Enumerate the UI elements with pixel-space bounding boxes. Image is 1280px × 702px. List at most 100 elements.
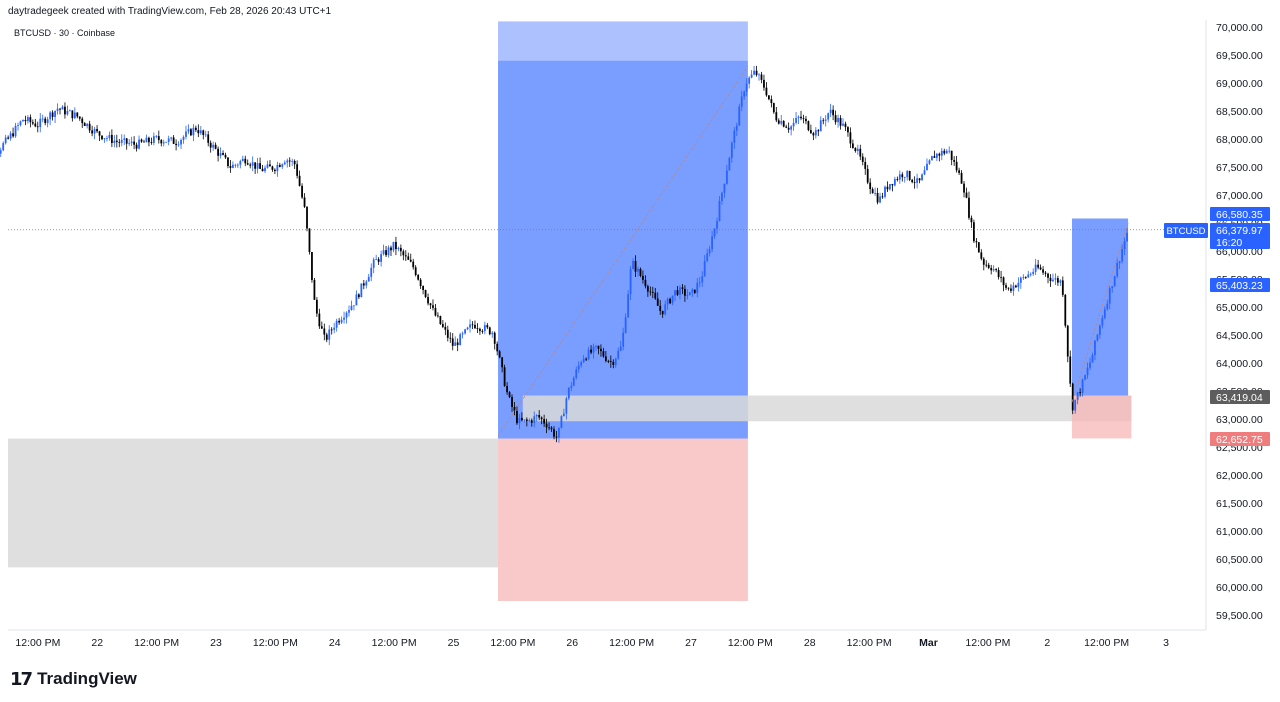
candle-body: [847, 127, 849, 133]
tradingview-logo[interactable]: 17 TradingView: [10, 668, 137, 690]
candle-body: [182, 136, 185, 140]
candle-body: [372, 259, 375, 268]
candle-body: [1091, 355, 1094, 363]
candle-body: [34, 123, 37, 127]
candle-body: [758, 74, 760, 76]
candle-body: [214, 144, 217, 149]
candle-body: [908, 171, 911, 180]
grey-zone: [522, 395, 1132, 422]
candle-body: [980, 252, 983, 259]
candle-body: [923, 170, 926, 175]
candle-body: [565, 398, 568, 414]
candle-body: [723, 183, 726, 193]
candle-body: [17, 125, 19, 126]
candle-body: [64, 106, 66, 115]
x-tick-label: Mar: [919, 637, 938, 649]
candle-body: [4, 137, 7, 144]
candle-body: [933, 156, 936, 158]
y-tick-label: 63,000.00: [1216, 414, 1263, 426]
candle-body: [516, 410, 518, 424]
candle-body: [22, 119, 24, 122]
candle-body: [239, 161, 242, 165]
candle-body: [269, 164, 271, 167]
candle-body: [162, 142, 165, 144]
candle-body: [481, 331, 484, 332]
target-zone: [498, 60, 748, 439]
candle-body: [417, 274, 420, 280]
candle-body: [540, 417, 543, 420]
candle-body: [782, 121, 785, 127]
y-tick-label: 64,000.00: [1216, 358, 1263, 370]
candle-body: [814, 130, 817, 136]
candle-body: [318, 313, 321, 327]
candle-body: [696, 282, 699, 293]
candle-body: [886, 186, 889, 190]
candle-body: [177, 144, 180, 146]
candle-body: [943, 150, 946, 154]
candle-body: [402, 251, 405, 256]
candle-body: [493, 332, 496, 344]
candle-body: [222, 153, 224, 155]
candle-body: [404, 255, 407, 257]
candle-body: [1071, 383, 1074, 411]
candle-body: [446, 329, 449, 338]
candle-body: [548, 427, 550, 429]
candle-body: [740, 96, 743, 107]
candle-body: [1118, 261, 1121, 264]
candle-body: [533, 416, 536, 423]
candle-body: [155, 136, 158, 137]
candle-body: [701, 276, 704, 283]
price-axis[interactable]: 70,000.00 69,500.00 69,000.00 68,500.00 68,0…: [1216, 22, 1263, 622]
diagonal-line: [497, 65, 749, 437]
candle-body: [1049, 277, 1052, 282]
candle-body: [854, 147, 857, 151]
candle-body: [693, 289, 696, 293]
candle-body: [1101, 317, 1104, 326]
candle-body: [246, 163, 249, 165]
candle-body: [1034, 264, 1037, 272]
symbol-tag: [1164, 223, 1208, 238]
candle-body: [582, 358, 585, 363]
candle-body: [133, 141, 136, 145]
candle-body: [881, 196, 884, 198]
candle-body: [266, 164, 269, 168]
candle-body: [488, 327, 491, 335]
candle-body: [1047, 273, 1049, 278]
candle-body: [698, 282, 701, 284]
candle-body: [691, 289, 694, 293]
candle-body: [1074, 399, 1077, 411]
candle-body: [464, 329, 466, 334]
candle-body: [451, 338, 454, 346]
candle-body: [1123, 241, 1126, 250]
candle-body: [525, 419, 528, 422]
candle-body: [1042, 269, 1044, 273]
candle-body: [390, 247, 392, 251]
candle-body: [185, 131, 187, 137]
candle-body: [637, 268, 639, 272]
candle-body: [995, 269, 998, 271]
candle-body: [592, 346, 595, 353]
candle-body: [340, 319, 343, 323]
candle-body: [617, 350, 620, 359]
y-tick-label: 60,000.00: [1216, 582, 1263, 594]
candle-body: [115, 140, 118, 143]
candle-body: [745, 83, 748, 92]
candle-body: [834, 115, 837, 123]
stop-zone: [498, 438, 748, 601]
candle-body: [152, 136, 155, 143]
candle-body: [101, 135, 103, 140]
symbol-tag-text: BTCUSD: [1166, 226, 1205, 237]
candle-body: [197, 130, 200, 134]
candle-body: [738, 106, 741, 126]
candle-body: [362, 283, 365, 286]
candle-body: [827, 113, 830, 120]
time-axis[interactable]: 12:00 PM 22 12:00 PM 23 12:00 PM 24 12:00 PM 25…: [15, 637, 1169, 649]
candle-body: [1103, 309, 1106, 318]
candle-body: [51, 112, 54, 117]
candle-body: [419, 279, 422, 286]
candle-body: [666, 298, 669, 305]
candle-body: [130, 141, 133, 144]
candle-body: [261, 168, 264, 172]
candle-body: [560, 416, 563, 428]
